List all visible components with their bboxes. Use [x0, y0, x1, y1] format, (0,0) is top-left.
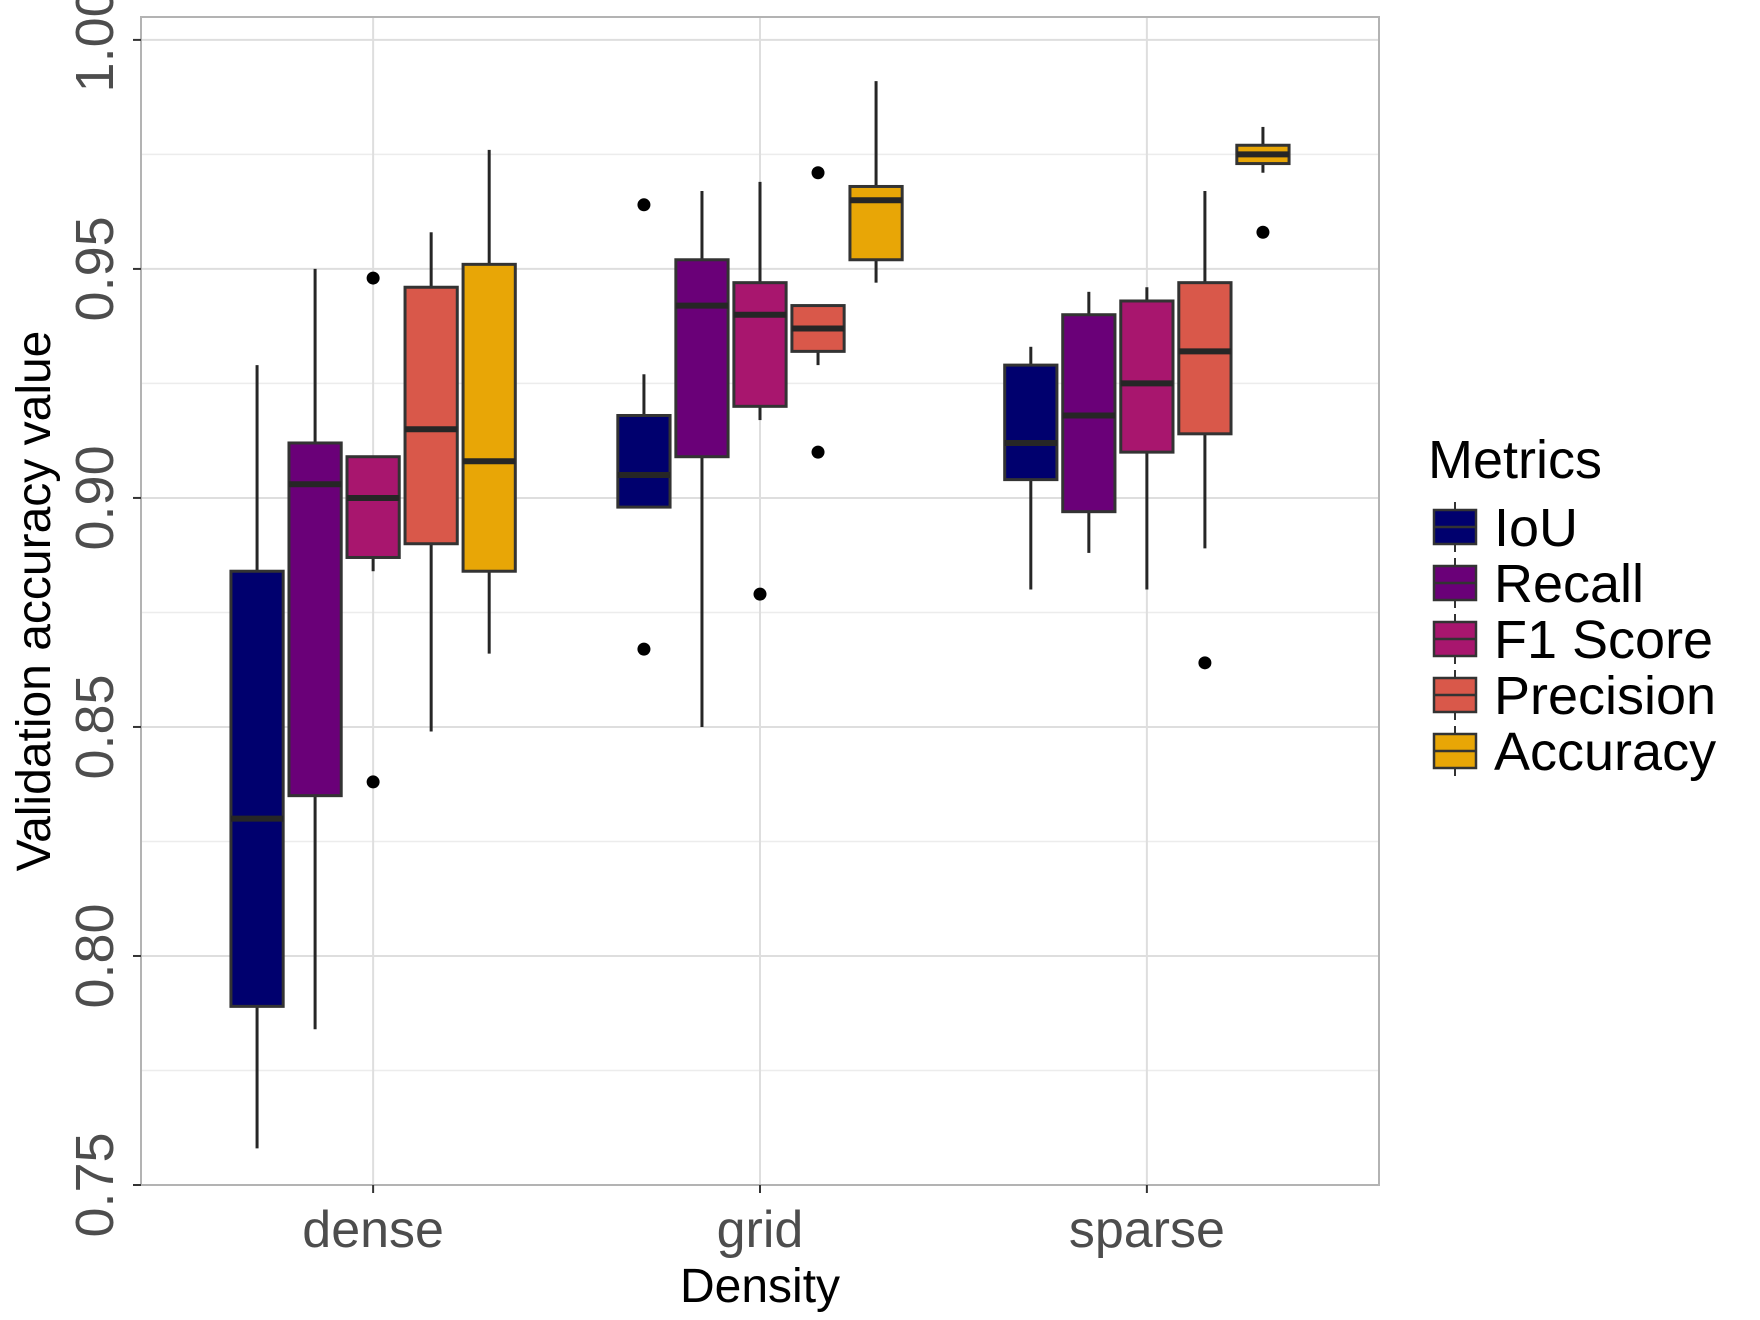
- box-layer: [229, 81, 1291, 1149]
- box-iqr: [616, 413, 672, 509]
- box-iqr: [403, 285, 459, 546]
- box-iqr: [229, 569, 285, 1008]
- outlier-point: [366, 271, 380, 285]
- box-iqr: [461, 262, 517, 573]
- y-tick-label: 0.90: [65, 445, 125, 550]
- box-recall-grid: [674, 191, 730, 727]
- outlier-point: [753, 587, 767, 601]
- grid-layer: [141, 17, 1379, 1186]
- legend-item-f1-score: F1 Score: [1432, 610, 1713, 670]
- box-recall-dense: [287, 268, 343, 1030]
- box-accuracy-sparse: [1235, 126, 1291, 239]
- box-iou-sparse: [1003, 346, 1059, 590]
- y-tick-label: 0.80: [65, 903, 125, 1008]
- outlier-point: [1198, 656, 1212, 670]
- x-axis-title: Density: [680, 1260, 840, 1313]
- y-tick-label: 1.00: [65, 0, 125, 92]
- box-accuracy-dense: [461, 149, 517, 654]
- box-iqr: [1119, 299, 1175, 454]
- x-tick-label: sparse: [1069, 1201, 1225, 1259]
- legend-title: Metrics: [1428, 430, 1602, 490]
- y-tick-label: 0.75: [65, 1132, 125, 1237]
- y-axis-title: Validation accuracy value: [8, 331, 61, 872]
- x-tick-label: grid: [717, 1201, 804, 1259]
- box-precision-dense: [403, 232, 459, 732]
- legend-label: Precision: [1494, 666, 1716, 726]
- y-tick-label: 0.95: [65, 216, 125, 321]
- box-iqr: [674, 258, 730, 459]
- outlier-point: [811, 166, 825, 180]
- legend-label: Accuracy: [1494, 722, 1716, 782]
- legend-item-iou: IoU: [1432, 498, 1578, 558]
- legend-item-accuracy: Accuracy: [1432, 722, 1716, 782]
- legend-label: Recall: [1494, 554, 1644, 614]
- box-recall-sparse: [1061, 291, 1117, 553]
- box-iqr: [287, 441, 343, 798]
- legend-item-recall: Recall: [1432, 554, 1644, 614]
- legend-item-precision: Precision: [1432, 666, 1716, 726]
- box-iqr: [1003, 363, 1059, 482]
- box-iqr: [345, 455, 401, 559]
- outlier-point: [1256, 225, 1270, 239]
- box-iou-dense: [229, 365, 285, 1149]
- box-accuracy-grid: [848, 81, 904, 283]
- x-tick-label: dense: [302, 1201, 444, 1259]
- box-f1-score-grid: [732, 181, 788, 601]
- box-precision-grid: [790, 166, 846, 459]
- legend-label: IoU: [1494, 498, 1578, 558]
- box-f1-score-dense: [345, 271, 401, 789]
- outlier-point: [637, 198, 651, 212]
- box-iqr: [732, 281, 788, 408]
- box-precision-sparse: [1177, 191, 1233, 670]
- y-tick-label: 0.85: [65, 674, 125, 779]
- box-f1-score-sparse: [1119, 287, 1175, 590]
- outlier-point: [637, 642, 651, 656]
- outlier-point: [811, 445, 825, 459]
- box-iou-grid: [616, 198, 672, 656]
- box-iqr: [1177, 281, 1233, 436]
- outlier-point: [366, 775, 380, 789]
- axis-layer: 0.75 0.80 0.85 0.90 0.95 1.00 dense grid sparse: [65, 0, 1225, 1259]
- legend-label: F1 Score: [1494, 610, 1713, 670]
